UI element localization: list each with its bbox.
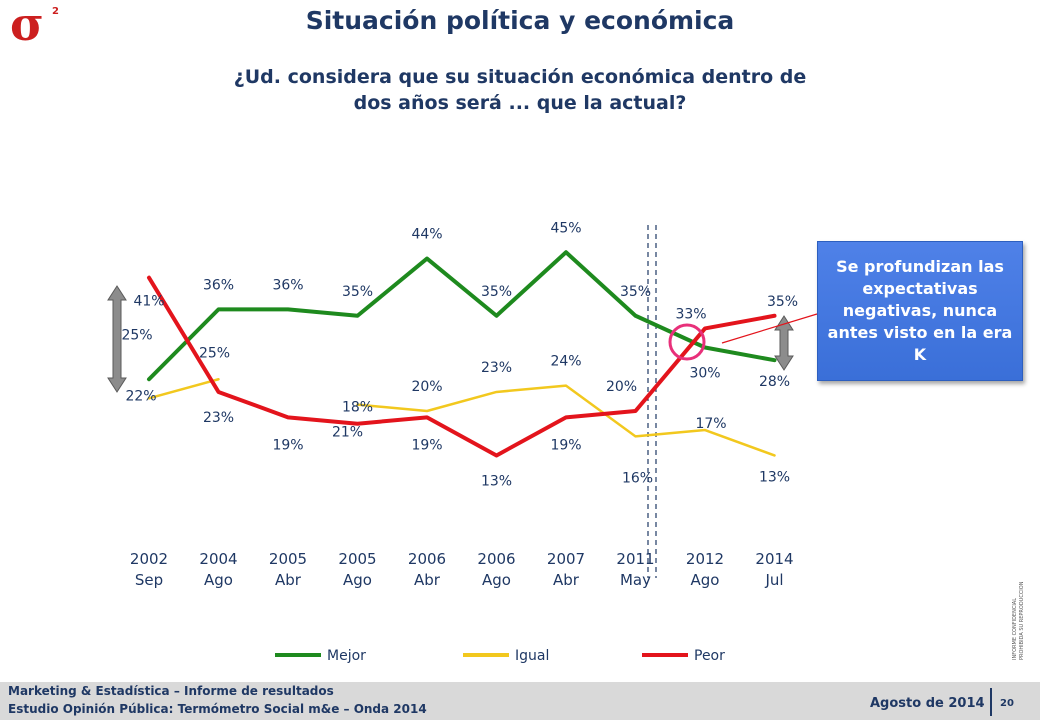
footer-date: Agosto de 2014 [870,696,985,711]
x-tick-label-period-8: Ago [691,571,720,589]
data-label-peor-6: 19% [550,437,581,453]
x-tick-label-period-9: Jul [764,571,783,589]
confidential-note-line-2: PROHIBIDA SU REPRODUCCION [1019,581,1025,660]
confidential-note: INFORME CONFIDENCIAL PROHIBIDA SU REPROD… [1012,560,1040,660]
legend-mejor-label: Mejor [327,648,366,664]
footer-line-1: Marketing & Estadística – Informe de res… [8,684,334,698]
x-tick-label-year-3: 2005 [338,550,376,568]
data-label-mejor-5: 35% [481,284,512,300]
page-subtitle: ¿Ud. considera que su situación económic… [150,64,890,116]
callout-connector [721,313,818,344]
logo-symbol: σ [10,2,44,46]
gap-arrow-right [774,315,794,371]
footer-bar [0,682,1040,720]
sigma-icon: σ 2 [10,0,59,51]
x-tick-label-year-6: 2007 [547,550,585,568]
x-tick-label-year-1: 2004 [199,550,237,568]
logo-superscript: 2 [52,6,59,17]
data-label-igual-9: 13% [759,469,790,485]
x-tick-label-period-2: Abr [275,571,302,589]
subtitle-line-2: dos años será ... que la actual? [353,92,687,114]
data-label-mejor-2: 36% [272,277,303,293]
x-tick-label-period-3: Ago [343,571,372,589]
data-label-igual-3: 21% [332,425,363,441]
legend-igual-label: Igual [515,648,549,664]
x-tick-label-year-2: 2005 [269,550,307,568]
x-tick-label-year-8: 2012 [686,550,724,568]
data-label-mejor-6: 45% [550,220,581,236]
data-label-peor-5: 13% [481,473,512,489]
sigma-logo: σ 2 [6,0,66,51]
data-label-peor-4: 19% [411,437,442,453]
x-tick-label-year-5: 2006 [477,550,515,568]
footer-line-2: Estudio Opinión Pública: Termómetro Soci… [8,702,427,716]
legend-peor-label: Peor [694,648,725,664]
data-label-mejor-3: 35% [342,284,373,300]
footer-separator [990,688,992,716]
data-label-mejor-1: 36% [203,277,234,293]
page-title: Situación política y económica [305,6,735,35]
x-tick-label-year-7: 2011 [616,550,654,568]
series-line-mejor-0 [147,250,777,382]
x-tick-label-year-4: 2006 [408,550,446,568]
data-label-igual-1: 25% [199,345,230,361]
data-label-igual-4: 20% [411,379,442,395]
series-line-igual-0 [147,378,220,400]
data-label-mejor-7: 35% [620,284,651,300]
data-label-peor-0: 41% [133,294,164,310]
confidential-note-line-1: INFORME CONFIDENCIAL [1012,597,1018,660]
page-number: 20 [1000,698,1014,709]
data-label-peor-9: 35% [767,294,798,310]
x-tick-label-period-4: Abr [414,571,441,589]
gap-arrow-left [107,285,127,393]
series-line-igual-1 [356,384,776,457]
highlight-circle [668,323,706,361]
data-label-peor-3: 18% [342,400,373,416]
x-tick-label-year-0: 2002 [130,550,168,568]
data-label-mejor-4: 44% [411,227,442,243]
data-label-igual-8: 17% [695,416,726,432]
x-tick-label-period-6: Abr [553,571,580,589]
data-label-mejor-8: 30% [689,366,720,382]
data-label-peor-1: 23% [203,410,234,426]
data-label-igual-0: 22% [125,388,156,404]
data-label-mejor-9: 28% [759,374,790,390]
x-tick-label-period-1: Ago [204,571,233,589]
x-tick-label-period-5: Ago [482,571,511,589]
data-label-igual-7: 16% [622,470,653,486]
x-tick-label-period-7: May [620,571,651,589]
data-label-peor-7: 20% [606,379,637,395]
data-label-peor-2: 19% [272,437,303,453]
data-label-igual-5: 23% [481,360,512,376]
data-label-igual-6: 24% [550,354,581,370]
line-chart: 25% 36% 36% 35% 44% 35% 45% 35% 30% 28% 22% 25% 21% 2… [107,220,818,664]
subtitle-line-1: ¿Ud. considera que su situación económic… [233,66,807,88]
x-tick-label-period-0: Sep [135,571,163,589]
callout-box: Se profundizan las expectativas negativa… [817,241,1023,381]
x-tick-label-year-9: 2014 [755,550,793,568]
data-label-mejor-0: 25% [121,327,152,343]
data-label-peor-8: 33% [675,306,706,322]
series-line-peor-0 [147,275,777,458]
